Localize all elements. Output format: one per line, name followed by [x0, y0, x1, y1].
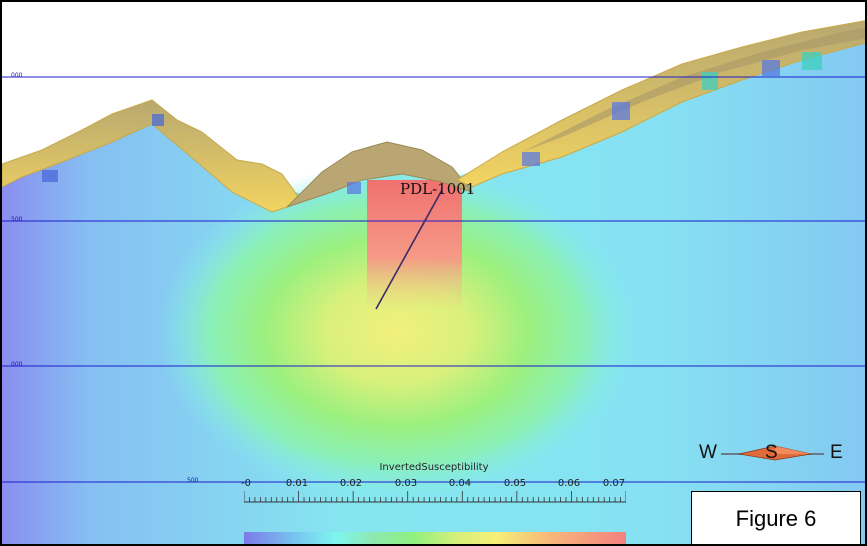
anomaly-core	[367, 180, 462, 310]
drillhole-trace	[375, 189, 443, 310]
figure-caption-box: Figure 6	[691, 491, 861, 544]
compass-south-label: S	[765, 442, 778, 463]
compass-arrow-icon	[721, 445, 824, 461]
topography-shadow	[522, 27, 865, 152]
anomaly-halo	[157, 162, 637, 502]
figure-caption: Figure 6	[735, 506, 817, 531]
colorbar-legend: InvertedSusceptibility -0 0.01 0.02 0.03…	[234, 460, 634, 544]
compass-indicator: W S E	[699, 442, 849, 472]
colorbar-tick-label: 0.07	[602, 478, 626, 489]
colorbar-tick-label: 0.03	[394, 478, 418, 489]
colorbar-tick-label: 0.06	[557, 478, 581, 489]
elevation-tick-label: 500	[187, 477, 199, 484]
colorbar-gradient	[244, 532, 626, 544]
elevation-tick-label: 000	[11, 361, 23, 368]
elevation-tick-label: 000	[11, 72, 23, 79]
topography-ridge	[2, 99, 303, 213]
drillhole-label: PDL-1001	[400, 180, 476, 198]
colorbar-tick-label: 0.04	[448, 478, 472, 489]
colorbar-tick-label: 0.02	[339, 478, 363, 489]
compass-west-label: W	[699, 442, 717, 463]
colorbar-tick-label: 0.01	[285, 478, 309, 489]
compass-east-label: E	[830, 442, 843, 463]
colorbar-tick-label: -0	[241, 478, 251, 489]
colorbar-tick-label: 0.05	[503, 478, 527, 489]
colorbar-title: InvertedSusceptibility	[379, 462, 489, 473]
elevation-tick-label: 500	[11, 216, 23, 223]
colorbar-ruler	[244, 491, 626, 503]
